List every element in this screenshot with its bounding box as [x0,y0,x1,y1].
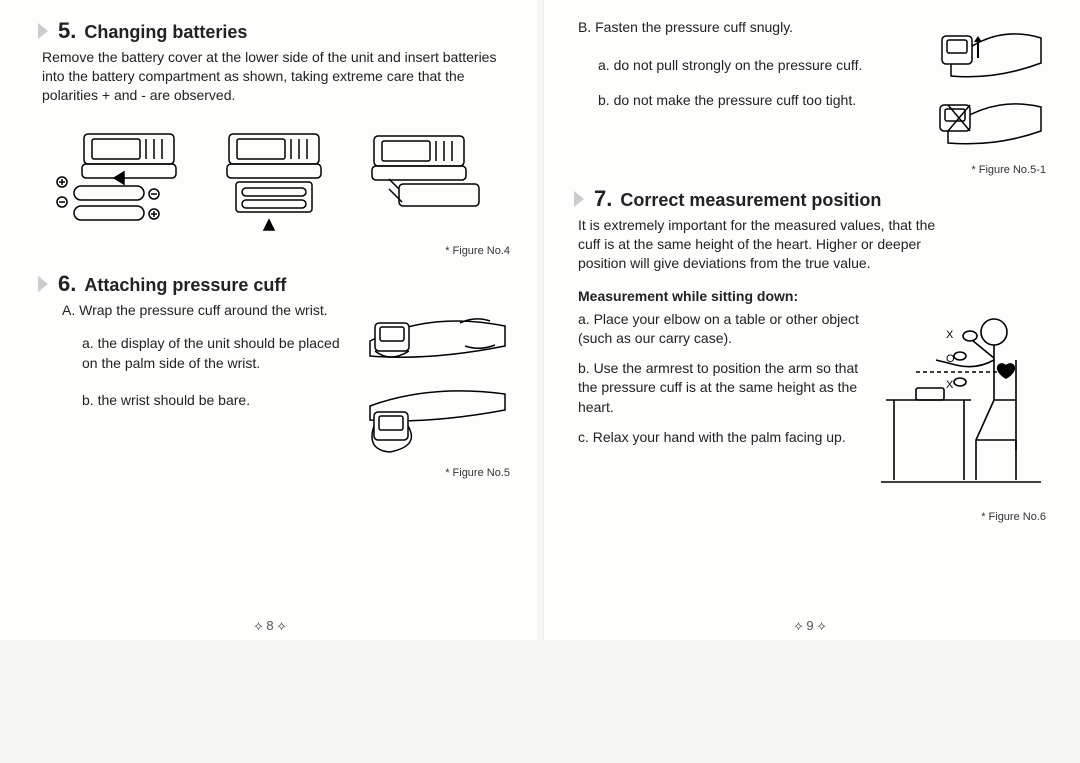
section-5-title: Changing batteries [84,22,247,43]
section-6-title: Attaching pressure cuff [84,275,286,296]
battery-diagram-1-icon [54,124,194,234]
section-6-item-a: a. the display of the unit should be pla… [82,334,350,373]
section-6B-b: b. do not make the pressure cuff too tig… [598,91,928,111]
section-7-body: It is extremely important for the measur… [578,216,938,273]
section-6-item-A: A. Wrap the pressure cuff around the wri… [62,301,350,321]
page-number-left-value: 8 [266,618,273,633]
section-6B-a: a. do not pull strongly on the pressure … [598,56,928,76]
section-marker-icon [38,276,48,292]
page-number-right-value: 9 [806,618,813,633]
section-7-heading: 7. Correct measurement position [574,186,1046,212]
page-left: 5. Changing batteries Remove the battery… [0,0,540,640]
cuff-fasten-bottom-icon [936,91,1046,153]
figure-6-caption: * Figure No.6 [574,511,1046,523]
figure-5-1-caption: * Figure No.5-1 [574,164,1046,176]
section-marker-icon [38,23,48,39]
page-gutter [538,0,544,640]
section-5-heading: 5. Changing batteries [38,18,510,44]
section-6-item-b: b. the wrist should be bare. [82,391,350,411]
svg-text:X: X [946,329,954,341]
cuff-fasten-top-icon [936,18,1046,86]
svg-text:X: X [946,379,954,391]
section-7-subhead: Measurement while sitting down: [578,287,1046,306]
section-7-b: b. Use the armrest to position the arm s… [578,359,870,418]
section-6-number: 6. [58,271,76,297]
section-7-title: Correct measurement position [620,190,881,211]
figure-4: * Figure No.4 [38,119,510,257]
figure-4-caption: * Figure No.4 [38,245,510,257]
section-marker-icon [574,191,584,207]
page-right: B. Fasten the pressure cuff snugly. a. d… [540,0,1080,640]
wrist-cuff-top-icon [360,301,510,371]
section-7-number: 7. [594,186,612,212]
page-number-right: ⟡ 9 ⟡ [540,618,1080,634]
section-7-a: a. Place your elbow on a table or other … [578,310,870,349]
battery-diagram-2-icon [204,124,344,234]
wrist-cuff-bottom-icon [360,376,510,456]
section-5-number: 5. [58,18,76,44]
battery-diagram-3-icon [354,124,494,234]
sitting-position-icon: X O X [876,310,1046,500]
figure-5-caption: * Figure No.5 [38,467,510,479]
section-6-heading: 6. Attaching pressure cuff [38,271,510,297]
section-6B: B. Fasten the pressure cuff snugly. [578,18,928,38]
page-number-left: ⟡ 8 ⟡ [0,618,540,634]
section-7-c: c. Relax your hand with the palm facing … [578,428,870,448]
section-5-body: Remove the battery cover at the lower si… [42,48,510,105]
